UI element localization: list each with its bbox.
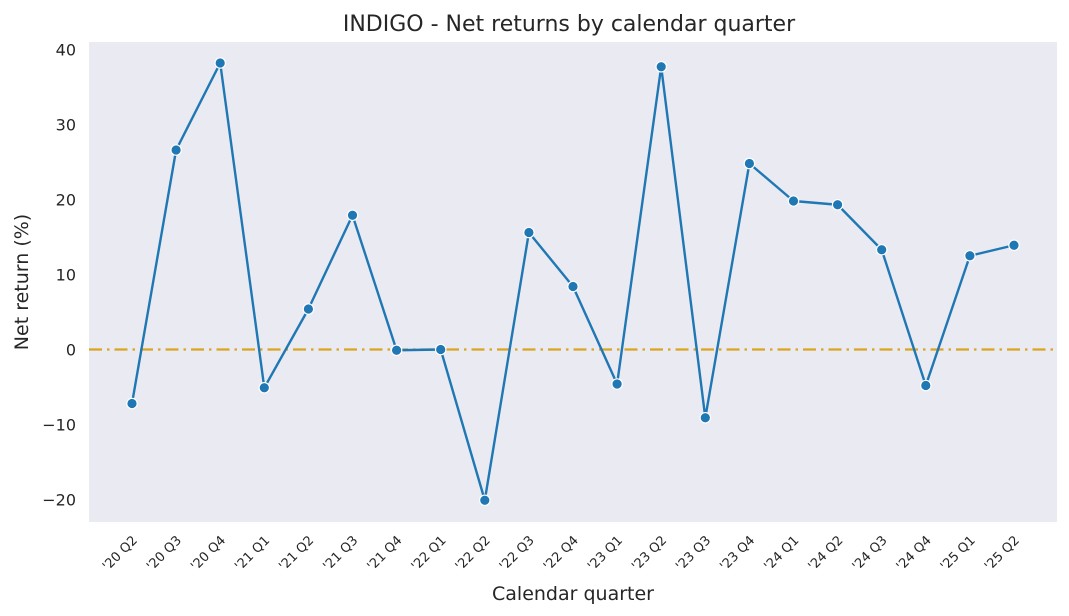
data-point bbox=[126, 397, 138, 410]
data-point bbox=[434, 343, 447, 356]
x-axis-label: Calendar quarter bbox=[492, 583, 654, 605]
x-tick-label: '22 Q2 bbox=[453, 533, 494, 574]
x-tick-label: '24 Q4 bbox=[894, 533, 935, 574]
data-point bbox=[611, 378, 623, 390]
x-tick-label: '20 Q4 bbox=[188, 533, 229, 574]
x-tick-label: '23 Q2 bbox=[629, 533, 670, 574]
data-point bbox=[964, 249, 976, 262]
data-point bbox=[1008, 239, 1020, 252]
data-point bbox=[214, 57, 226, 69]
chart-title: INDIGO - Net returns by calendar quarter bbox=[343, 12, 796, 37]
data-point bbox=[743, 157, 756, 170]
data-point bbox=[875, 243, 888, 256]
data-point bbox=[302, 303, 315, 315]
data-point bbox=[567, 280, 579, 293]
data-point bbox=[655, 60, 667, 73]
x-tick-label: '21 Q1 bbox=[232, 533, 273, 574]
data-point bbox=[919, 379, 932, 392]
data-point bbox=[699, 411, 712, 424]
y-axis-label: Net return (%) bbox=[11, 214, 33, 350]
x-tick-label: '23 Q3 bbox=[673, 533, 714, 574]
x-tick-label: '23 Q1 bbox=[585, 533, 626, 574]
x-tick-label: '20 Q2 bbox=[100, 533, 141, 574]
data-point bbox=[831, 198, 844, 211]
x-tick-label: '21 Q2 bbox=[276, 533, 317, 574]
x-tick-label: '24 Q1 bbox=[761, 533, 802, 574]
y-tick-label: 10 bbox=[56, 266, 76, 285]
x-tick-label: '25 Q2 bbox=[982, 533, 1023, 574]
y-tick-label: −20 bbox=[42, 491, 76, 510]
x-tick-label: '20 Q3 bbox=[144, 533, 185, 574]
data-point bbox=[170, 144, 182, 156]
y-tick-label: −10 bbox=[42, 416, 76, 435]
y-tick-label: 20 bbox=[56, 191, 76, 210]
x-tick-label: '21 Q3 bbox=[320, 533, 361, 574]
data-point bbox=[346, 209, 359, 222]
x-tick-label: '22 Q3 bbox=[497, 533, 538, 574]
x-tick-label: '25 Q1 bbox=[938, 533, 979, 574]
y-tick-label: 0 bbox=[66, 341, 76, 360]
y-tick-label: 40 bbox=[56, 41, 76, 60]
data-point bbox=[258, 381, 271, 394]
data-point bbox=[523, 226, 535, 239]
x-tick-label: '21 Q4 bbox=[365, 533, 406, 574]
x-tick-label: '22 Q1 bbox=[409, 533, 450, 574]
x-tick-label: '24 Q2 bbox=[806, 533, 847, 574]
x-tick-label: '23 Q4 bbox=[717, 533, 758, 574]
x-tick-label: '22 Q4 bbox=[541, 533, 582, 574]
data-point bbox=[478, 494, 491, 507]
data-point bbox=[787, 195, 800, 207]
y-tick-label: 30 bbox=[56, 116, 76, 135]
x-tick-label: '24 Q3 bbox=[850, 533, 891, 574]
data-point bbox=[390, 344, 403, 357]
